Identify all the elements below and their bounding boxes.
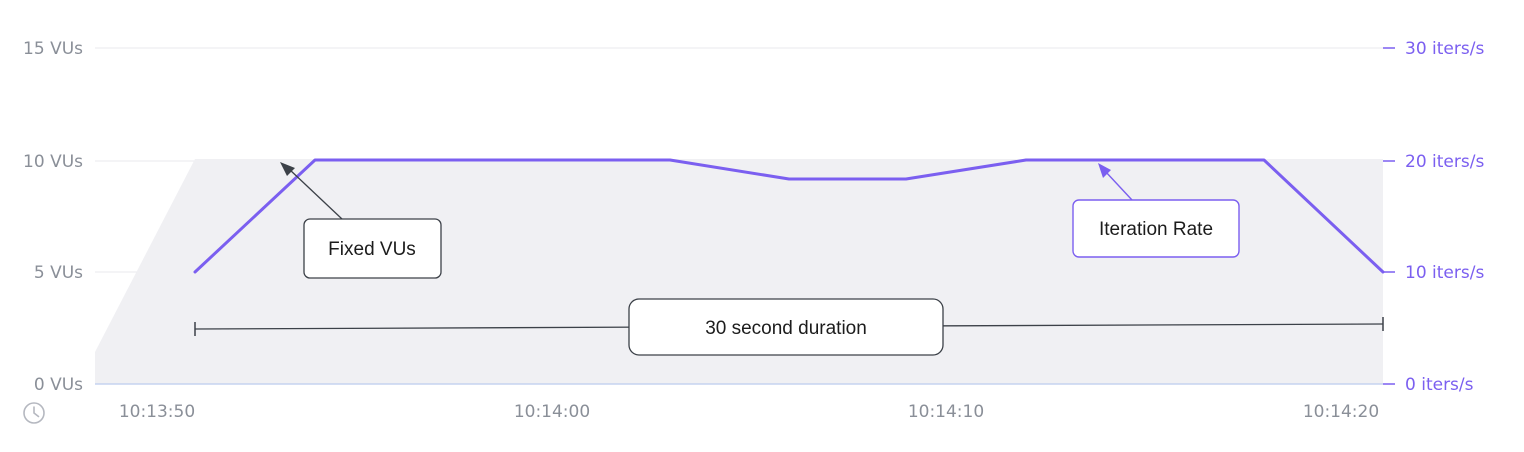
- right-tick-10: 10 iters/s: [1405, 263, 1484, 283]
- left-tick-15: 15 VUs: [23, 39, 83, 59]
- duration-label: 30 second duration: [705, 318, 867, 339]
- iteration-rate-annotation: Iteration Rate: [1072, 163, 1240, 258]
- fixed-vus-annotation: Fixed VUs: [280, 162, 442, 279]
- x-tick-2: 10:14:10: [908, 402, 984, 422]
- x-tick-0: 10:13:50: [119, 402, 195, 422]
- iteration-rate-line: [193, 158, 1385, 274]
- fixed-vus-label: Fixed VUs: [328, 239, 416, 260]
- iteration-rate-label: Iteration Rate: [1099, 219, 1213, 240]
- right-tick-20: 20 iters/s: [1405, 152, 1484, 172]
- duration-annotation: 30 second duration: [628, 298, 944, 356]
- x-tick-3: 10:14:20: [1303, 402, 1379, 422]
- left-tick-10: 10 VUs: [23, 152, 83, 172]
- left-tick-5: 5 VUs: [34, 263, 83, 283]
- right-tick-30: 30 iters/s: [1405, 39, 1484, 59]
- x-tick-1: 10:14:00: [514, 402, 590, 422]
- clock-icon: [23, 402, 45, 424]
- left-tick-0: 0 VUs: [34, 375, 83, 395]
- right-tick-0: 0 iters/s: [1405, 375, 1474, 395]
